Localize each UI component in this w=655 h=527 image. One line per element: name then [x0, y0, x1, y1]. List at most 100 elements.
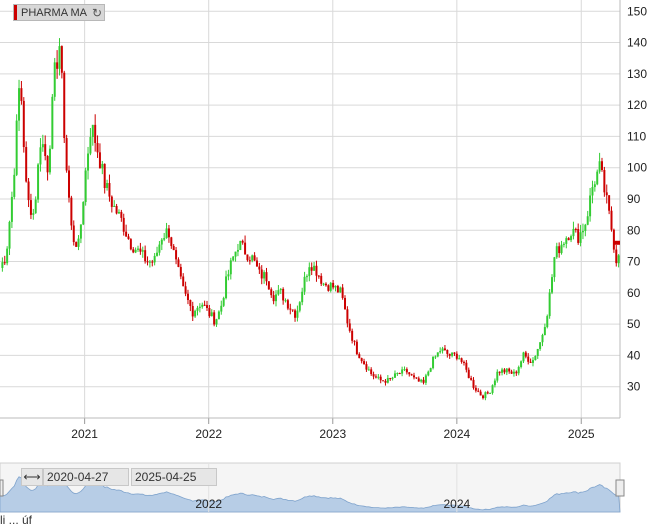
y-tick-label: 140 — [627, 36, 647, 50]
candle-up — [598, 161, 601, 172]
candle-down — [68, 170, 71, 198]
candle-up — [18, 88, 21, 121]
candle-down — [27, 181, 30, 201]
candle-up — [89, 137, 92, 154]
candle-up — [251, 255, 254, 261]
candle-up — [39, 147, 42, 165]
candle-down — [98, 152, 101, 169]
candle-up — [296, 310, 299, 318]
candle-down — [129, 239, 132, 250]
candle-down — [344, 297, 347, 310]
candle-down — [382, 380, 385, 382]
candle-down — [610, 210, 613, 230]
candle-down — [577, 228, 580, 243]
candle-down — [179, 266, 182, 277]
candle-down — [3, 262, 6, 264]
candle-up — [279, 288, 282, 291]
candle-down — [413, 375, 416, 378]
y-tick-label: 100 — [627, 161, 647, 175]
candle-down — [72, 225, 75, 243]
candle-up — [539, 342, 542, 349]
candle-up — [322, 283, 325, 285]
candle-up — [393, 373, 396, 378]
candle-down — [417, 378, 420, 382]
candle-down — [20, 88, 23, 101]
candle-down — [612, 229, 615, 250]
refresh-icon[interactable]: ↻ — [91, 5, 103, 20]
x-tick-label: 2024 — [443, 427, 470, 441]
candle-up — [91, 124, 94, 138]
candle-down — [315, 265, 318, 276]
candle-down — [213, 312, 216, 325]
candle-up — [8, 221, 11, 249]
candle-down — [63, 72, 66, 139]
candle-up — [198, 306, 201, 308]
candle-up — [106, 183, 109, 189]
candle-up — [501, 369, 504, 373]
candle-down — [574, 228, 577, 230]
candle-up — [234, 251, 237, 257]
series-legend[interactable]: PHARMA MA ↻ — [13, 4, 105, 21]
candle-down — [132, 249, 135, 253]
candle-down — [241, 240, 244, 243]
candle-up — [15, 120, 18, 175]
candle-down — [70, 197, 73, 226]
candle-down — [258, 266, 261, 270]
candle-down — [172, 246, 175, 251]
navigator-handle-left — [0, 479, 4, 497]
candle-down — [186, 293, 189, 301]
candle-down — [360, 358, 363, 362]
horizontal-arrows-icon[interactable]: ⟷ — [21, 468, 43, 486]
candle-down — [408, 372, 411, 375]
candle-down — [341, 287, 344, 298]
candle-down — [65, 138, 68, 171]
candle-down — [244, 242, 247, 255]
candle-up — [87, 153, 90, 171]
candle-down — [498, 371, 501, 373]
candle-down — [384, 380, 387, 383]
candle-down — [462, 361, 465, 363]
candle-up — [451, 352, 454, 356]
x-tick-label: 2023 — [319, 427, 346, 441]
candle-down — [370, 369, 373, 375]
candle-down — [327, 285, 330, 291]
candle-down — [44, 144, 47, 157]
candle-up — [313, 265, 316, 271]
y-tick-label: 80 — [627, 223, 641, 237]
candle-up — [491, 385, 494, 393]
candle-down — [470, 378, 473, 380]
candle-up — [591, 187, 594, 196]
candle-down — [22, 100, 25, 148]
candle-down — [182, 276, 185, 287]
candle-up — [284, 300, 287, 302]
candle-down — [603, 169, 606, 193]
candle-down — [379, 376, 382, 381]
y-tick-label: 40 — [627, 348, 641, 362]
candle-down — [348, 323, 351, 331]
candle-up — [439, 350, 442, 353]
candle-up — [263, 272, 266, 279]
candle-up — [158, 244, 161, 253]
candle-up — [215, 319, 218, 325]
candle-up — [48, 148, 51, 173]
candle-down — [286, 300, 289, 309]
candle-up — [543, 327, 546, 336]
candle-down — [267, 281, 270, 290]
y-tick-label: 90 — [627, 192, 641, 206]
candle-down — [167, 228, 170, 238]
candle-down — [291, 309, 294, 311]
candle-up — [301, 291, 304, 303]
candle-up — [51, 96, 54, 149]
range-end-input[interactable]: 2025-04-25 — [131, 468, 217, 486]
candle-down — [389, 378, 392, 380]
y-tick-label: 150 — [627, 4, 647, 18]
candle-up — [163, 238, 166, 240]
candle-up — [520, 361, 523, 368]
candle-up — [496, 371, 499, 381]
candle-down — [372, 374, 375, 377]
candle-down — [151, 261, 154, 263]
candle-up — [489, 392, 492, 394]
range-start-input[interactable]: 2020-04-27 — [43, 468, 129, 486]
